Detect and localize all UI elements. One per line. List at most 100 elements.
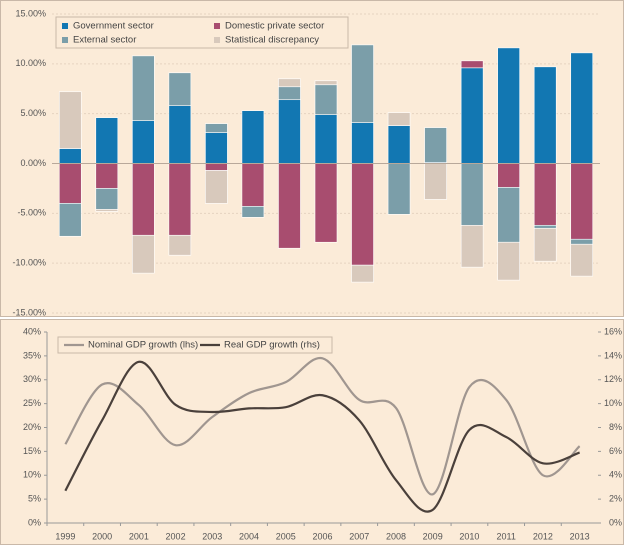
bar-segment xyxy=(460,224,484,268)
bar-segment xyxy=(58,203,82,237)
y-tick-label: 20% xyxy=(23,422,41,432)
bar-segment xyxy=(278,86,301,101)
bar-segment xyxy=(168,105,192,164)
y-tick-label: 15% xyxy=(23,446,41,456)
legend-label: Statistical discrepancy xyxy=(225,35,319,46)
bar-segment xyxy=(351,44,374,123)
bar-segment xyxy=(278,99,301,164)
bar-segment xyxy=(314,84,338,115)
bar-segment xyxy=(278,163,301,249)
bar-segment xyxy=(351,122,374,164)
bar-segment xyxy=(570,243,594,277)
bar-segment xyxy=(533,66,557,164)
y2-tick-label: 8% xyxy=(609,422,622,432)
bar-segment xyxy=(351,163,374,266)
y-tick-label: 15.00% xyxy=(15,8,46,18)
x-tick-label: 2002 xyxy=(166,531,186,541)
bar-segment xyxy=(168,234,192,256)
bottom-panel xyxy=(0,319,624,545)
x-tick-label: 2013 xyxy=(570,531,590,541)
bar-segment xyxy=(314,80,338,86)
x-tick-label: 2004 xyxy=(239,531,259,541)
legend-label: Real GDP growth (rhs) xyxy=(224,340,320,351)
legend-swatch xyxy=(62,23,68,29)
bar-segment xyxy=(570,52,594,164)
bar-segment xyxy=(241,206,265,218)
legend-label: External sector xyxy=(73,35,136,46)
bar-segment xyxy=(351,264,374,283)
series-line xyxy=(64,360,581,513)
bar-segment xyxy=(58,91,82,149)
bar-segment xyxy=(205,163,228,171)
y-tick-label: 10.00% xyxy=(15,58,46,68)
bar-segment xyxy=(132,234,155,274)
y-tick-label: 10% xyxy=(23,470,41,480)
bar-segment xyxy=(424,163,447,200)
bar-segment xyxy=(58,148,82,164)
bar-segment xyxy=(533,224,557,229)
y-tick-label: 0% xyxy=(28,517,41,527)
bar-segment xyxy=(533,163,557,226)
bar-segment xyxy=(460,60,484,69)
y2-tick-label: 14% xyxy=(604,350,622,360)
x-tick-label: 2010 xyxy=(459,531,479,541)
legend-swatch xyxy=(214,23,220,29)
x-tick-label: 2001 xyxy=(129,531,149,541)
y2-tick-label: 12% xyxy=(604,374,622,384)
bar-segment xyxy=(460,67,484,164)
y-tick-label: -5.00% xyxy=(17,208,46,218)
x-tick-label: 2005 xyxy=(276,531,296,541)
y2-tick-label: 6% xyxy=(609,446,622,456)
bar-segment xyxy=(95,163,119,189)
x-tick-label: 1999 xyxy=(55,531,75,541)
y-tick-label: -15.00% xyxy=(12,307,46,317)
bar-segment xyxy=(387,112,411,126)
y-tick-label: 5.00% xyxy=(20,108,46,118)
bar-segment xyxy=(314,163,338,243)
bar-segment xyxy=(314,114,338,164)
x-tick-label: 2003 xyxy=(202,531,222,541)
y-tick-label: 30% xyxy=(23,374,41,384)
y-tick-label: 5% xyxy=(28,494,41,504)
bar-segment xyxy=(132,55,155,121)
series-line xyxy=(64,357,581,496)
y2-tick-label: 0% xyxy=(609,517,622,527)
legend-box xyxy=(57,336,333,354)
bar-segment xyxy=(424,127,447,163)
bar-segment xyxy=(205,132,228,164)
y-tick-label: 25% xyxy=(23,398,41,408)
legend-label: Nominal GDP growth (lhs) xyxy=(88,340,198,351)
bar-segment xyxy=(387,125,411,164)
bar-segment xyxy=(168,163,192,236)
bar-segment xyxy=(58,163,82,204)
bar-segment xyxy=(132,163,155,236)
x-tick-label: 2007 xyxy=(349,531,369,541)
bar-segment xyxy=(95,209,119,212)
y-tick-label: 40% xyxy=(23,326,41,336)
x-tick-label: 2008 xyxy=(386,531,406,541)
legend-label: Domestic private sector xyxy=(225,21,324,32)
bar-segment xyxy=(570,238,594,245)
bar-segment xyxy=(497,187,520,243)
y2-tick-label: 2% xyxy=(609,494,622,504)
bar-segment xyxy=(278,78,301,88)
y-tick-label: -10.00% xyxy=(12,258,46,268)
bar-segment xyxy=(132,120,155,164)
bar-segment xyxy=(497,163,520,188)
y2-tick-label: 16% xyxy=(604,326,622,336)
y2-tick-label: 10% xyxy=(604,398,622,408)
legend-label: Government sector xyxy=(73,21,154,32)
bar-segment xyxy=(95,188,119,210)
bar-segment xyxy=(205,123,228,133)
x-tick-label: 2009 xyxy=(423,531,443,541)
bar-segment xyxy=(387,163,411,215)
y2-tick-label: 4% xyxy=(609,470,622,480)
bar-segment xyxy=(168,72,192,106)
x-tick-label: 2011 xyxy=(496,531,515,541)
bar-segment xyxy=(460,163,484,226)
x-tick-label: 2012 xyxy=(533,531,553,541)
bar-segment xyxy=(241,110,265,164)
bar-segment xyxy=(205,170,228,204)
y-tick-label: 35% xyxy=(23,350,41,360)
